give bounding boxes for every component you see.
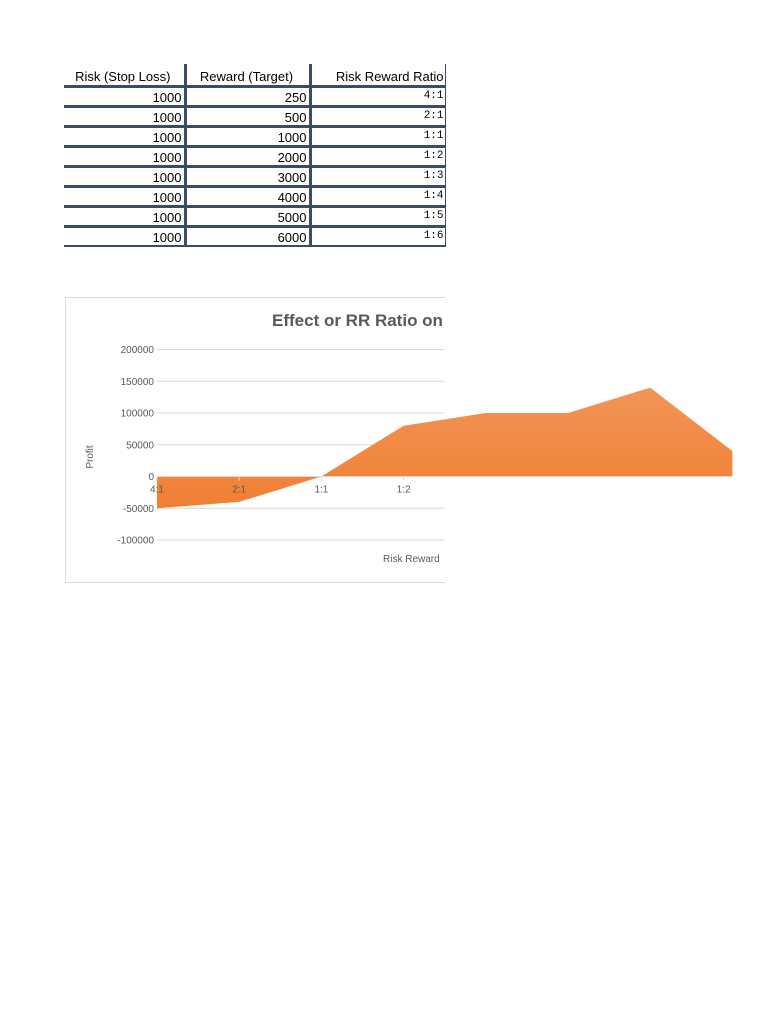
- cell-ratio: 1:6: [310, 226, 446, 247]
- cell-risk: 1000: [64, 126, 187, 148]
- cell-ratio: 1:2: [310, 146, 446, 168]
- y-tick-label: 150000: [121, 377, 155, 388]
- x-tick-labels: 4:1 2:1 1:1 1:2: [150, 485, 411, 496]
- risk-reward-table: Risk (Stop Loss) Reward (Target) Risk Re…: [64, 64, 446, 247]
- y-axis-title: Profit: [85, 445, 96, 469]
- y-tick-label: -100000: [117, 536, 154, 547]
- y-tick-label: 100000: [121, 409, 155, 420]
- cell-risk: 1000: [64, 146, 187, 168]
- table-header-row: Risk (Stop Loss) Reward (Target) Risk Re…: [64, 64, 446, 88]
- x-tick-label: 4:1: [150, 485, 164, 496]
- cell-reward: 250: [185, 86, 312, 108]
- cell-risk: 1000: [64, 226, 187, 247]
- area-series: [157, 387, 733, 509]
- table-row: 1000 3000 1:3: [64, 166, 446, 188]
- table-row: 1000 4000 1:4: [64, 186, 446, 208]
- chart-frame: [65, 297, 445, 583]
- cell-ratio: 2:1: [310, 106, 446, 128]
- cell-reward: 3000: [185, 166, 312, 188]
- table-row: 1000 5000 1:5: [64, 206, 446, 228]
- table-row: 1000 2000 1:2: [64, 146, 446, 168]
- cell-ratio: 1:5: [310, 206, 446, 228]
- table-row: 1000 500 2:1: [64, 106, 446, 128]
- y-tick-label: -50000: [123, 504, 155, 515]
- y-tick-labels: 200000 150000 100000 50000 0 -50000 -100000: [117, 345, 154, 547]
- y-tick-label: 0: [148, 472, 154, 483]
- axes: [156, 476, 733, 481]
- x-tick-label: 1:2: [397, 485, 411, 496]
- chart-title: Effect or RR Ratio on: [272, 311, 443, 330]
- cell-reward: 2000: [185, 146, 312, 168]
- cell-risk: 1000: [64, 186, 187, 208]
- cell-risk: 1000: [64, 166, 187, 188]
- cell-reward: 4000: [185, 186, 312, 208]
- profit-area: [157, 387, 733, 509]
- cell-risk: 1000: [64, 86, 187, 108]
- y-tick-label: 200000: [121, 345, 155, 356]
- cell-ratio: 1:4: [310, 186, 446, 208]
- x-tick-label: 2:1: [232, 485, 246, 496]
- cell-reward: 1000: [185, 126, 312, 148]
- header-reward: Reward (Target): [185, 64, 312, 88]
- cell-ratio: 1:1: [310, 126, 446, 148]
- cell-reward: 6000: [185, 226, 312, 247]
- table-row: 1000 6000 1:6: [64, 226, 446, 247]
- table-row: 1000 250 4:1: [64, 86, 446, 108]
- cell-ratio: 1:3: [310, 166, 446, 188]
- cell-ratio: 4:1: [310, 86, 446, 108]
- cell-risk: 1000: [64, 206, 187, 228]
- table-row: 1000 1000 1:1: [64, 126, 446, 148]
- header-risk: Risk (Stop Loss): [64, 64, 187, 88]
- cell-reward: 5000: [185, 206, 312, 228]
- header-ratio: Risk Reward Ratio: [310, 64, 446, 88]
- cell-risk: 1000: [64, 106, 187, 128]
- cell-reward: 500: [185, 106, 312, 128]
- x-tick-label: 1:1: [314, 485, 328, 496]
- x-axis-title: Risk Reward: [383, 554, 440, 565]
- risk-reward-table-wrap: Risk (Stop Loss) Reward (Target) Risk Re…: [64, 64, 446, 247]
- y-tick-label: 50000: [126, 440, 154, 451]
